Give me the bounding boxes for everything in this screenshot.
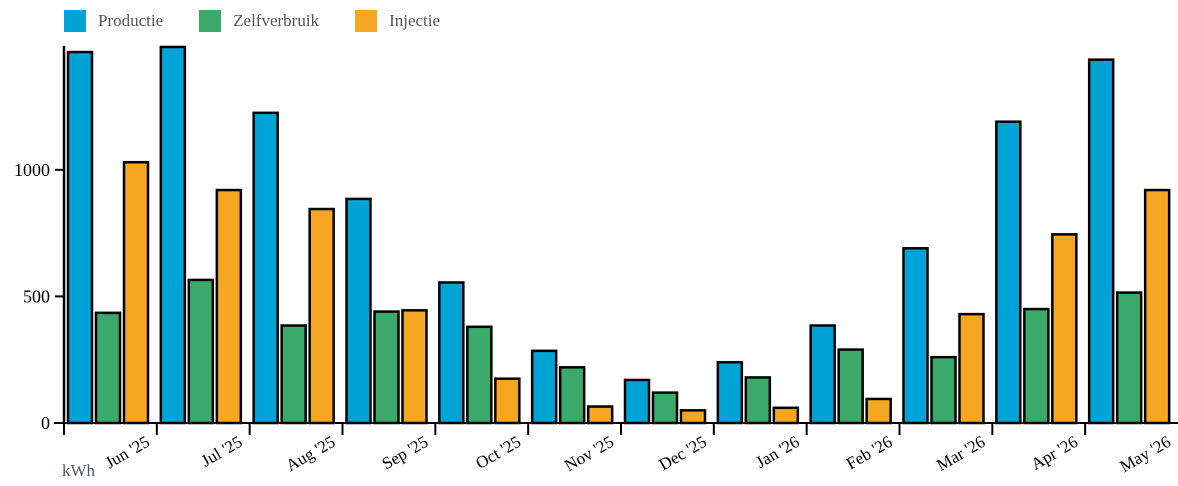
bar-injectie-6 (679, 409, 707, 425)
bar-injectie-3 (401, 309, 428, 425)
y-tick-label-1000: 1000 (14, 160, 50, 180)
y-tick-label-500: 500 (23, 286, 50, 306)
bar-productie-3 (345, 197, 372, 425)
legend-swatch-injectie (355, 10, 378, 32)
bar-zelfverbruik-10 (1023, 307, 1050, 425)
bar-productie-6 (623, 378, 651, 425)
bar-injectie-4 (494, 377, 521, 425)
bar-zelfverbruik-4 (466, 325, 493, 425)
x-tick-label-6: Dec '25 (656, 432, 710, 474)
x-tick-label-9: Mar '26 (933, 432, 988, 475)
bar-injectie-1 (215, 188, 243, 425)
bar-injectie-5 (586, 405, 614, 425)
bar-injectie-7 (772, 406, 800, 425)
bar-productie-9 (902, 247, 929, 425)
bar-productie-2 (252, 111, 279, 425)
bar-productie-1 (159, 45, 187, 425)
bar-productie-7 (716, 360, 744, 425)
bar-zelfverbruik-3 (373, 310, 400, 425)
x-tick-label-11: May '26 (1116, 432, 1174, 476)
bar-productie-4 (438, 281, 465, 425)
x-tick-label-8: Feb '26 (843, 432, 896, 473)
bar-zelfverbruik-6 (651, 391, 679, 425)
legend-item-injectie[interactable]: Injectie (355, 10, 440, 32)
bar-injectie-10 (1051, 233, 1078, 425)
bar-productie-5 (530, 349, 558, 425)
bar-zelfverbruik-11 (1115, 291, 1143, 425)
x-tick-label-10: Apr '26 (1028, 432, 1081, 474)
bar-zelfverbruik-2 (280, 324, 307, 425)
x-tick-label-4: Oct '25 (472, 432, 524, 473)
legend-item-zelfverbruik[interactable]: Zelfverbruik (199, 10, 319, 32)
legend-label-productie: Productie (98, 11, 164, 30)
bar-zelfverbruik-7 (744, 376, 772, 425)
legend-label-zelfverbruik: Zelfverbruik (233, 11, 320, 30)
legend: Productie Zelfverbruik Injectie (64, 8, 476, 34)
bar-injectie-11 (1143, 188, 1171, 425)
bar-zelfverbruik-1 (187, 278, 215, 425)
bar-zelfverbruik-5 (558, 366, 586, 425)
bar-zelfverbruik-8 (837, 348, 864, 425)
x-tick-label-2: Aug '25 (283, 432, 339, 475)
bar-zelfverbruik-9 (930, 355, 957, 425)
x-tick-label-7: Jan '26 (752, 432, 802, 472)
x-tick-label-0: Jun '25 (102, 432, 153, 472)
bar-injectie-0 (122, 160, 150, 425)
x-tick-label-5: Nov '25 (561, 432, 617, 475)
x-tick-label-1: Jul '25 (198, 432, 246, 471)
bar-injectie-9 (958, 312, 985, 425)
bar-injectie-2 (308, 207, 335, 425)
legend-label-injectie: Injectie (389, 11, 441, 30)
legend-swatch-zelfverbruik (199, 10, 222, 32)
y-tick-label-0: 0 (41, 413, 50, 433)
bar-productie-11 (1087, 58, 1115, 425)
y-axis-unit-label: kWh (62, 461, 96, 480)
bar-injectie-8 (865, 397, 892, 425)
bar-productie-0 (66, 50, 94, 425)
legend-item-productie[interactable]: Productie (64, 10, 163, 32)
legend-swatch-productie (64, 10, 86, 32)
bar-productie-8 (809, 324, 836, 425)
bar-zelfverbruik-0 (94, 311, 122, 425)
x-tick-label-3: Sep '25 (379, 432, 432, 473)
bar-productie-10 (995, 120, 1022, 425)
